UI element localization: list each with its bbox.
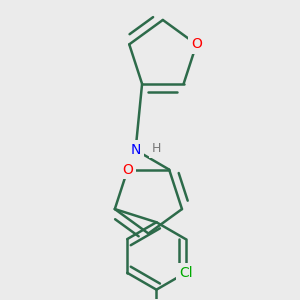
Text: H: H — [152, 142, 161, 155]
Text: O: O — [191, 38, 202, 51]
Text: N: N — [130, 143, 141, 157]
Text: Cl: Cl — [179, 266, 192, 280]
Text: O: O — [122, 163, 133, 177]
